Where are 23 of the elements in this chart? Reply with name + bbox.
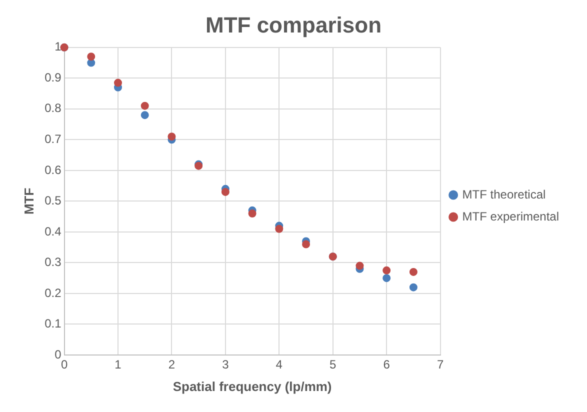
x-tick-label: 4 <box>276 358 283 372</box>
y-tick-label: 0.8 <box>44 101 62 116</box>
y-tick-label: 0.5 <box>44 194 62 208</box>
y-axis-title: MTF <box>21 188 36 215</box>
y-tick-label: 0.6 <box>44 162 62 177</box>
x-tick-label: 7 <box>436 358 444 372</box>
x-tick-label: 6 <box>383 358 390 372</box>
y-tick-label: 1 <box>54 40 62 54</box>
y-tick-label: 0.7 <box>44 132 62 146</box>
y-tick-label: 0.9 <box>44 70 62 84</box>
x-tick-label: 2 <box>168 358 176 372</box>
x-tick-label: 3 <box>222 358 230 372</box>
legend-label: MTF experimental <box>462 209 560 224</box>
chart-title: MTF comparison <box>205 12 382 38</box>
y-tick-label: 0.3 <box>44 255 62 270</box>
x-tick-label: 5 <box>330 358 337 372</box>
y-tick-label: 0.4 <box>44 224 62 238</box>
legend-label: MTF theoretical <box>462 187 546 202</box>
y-tick-label: 0.2 <box>44 286 62 300</box>
x-tick-label: 1 <box>114 358 122 372</box>
y-tick-label: 0.1 <box>44 316 62 331</box>
x-axis-title: Spatial frequency (lp/mm) <box>172 378 332 394</box>
y-tick-label: 0 <box>54 347 62 362</box>
